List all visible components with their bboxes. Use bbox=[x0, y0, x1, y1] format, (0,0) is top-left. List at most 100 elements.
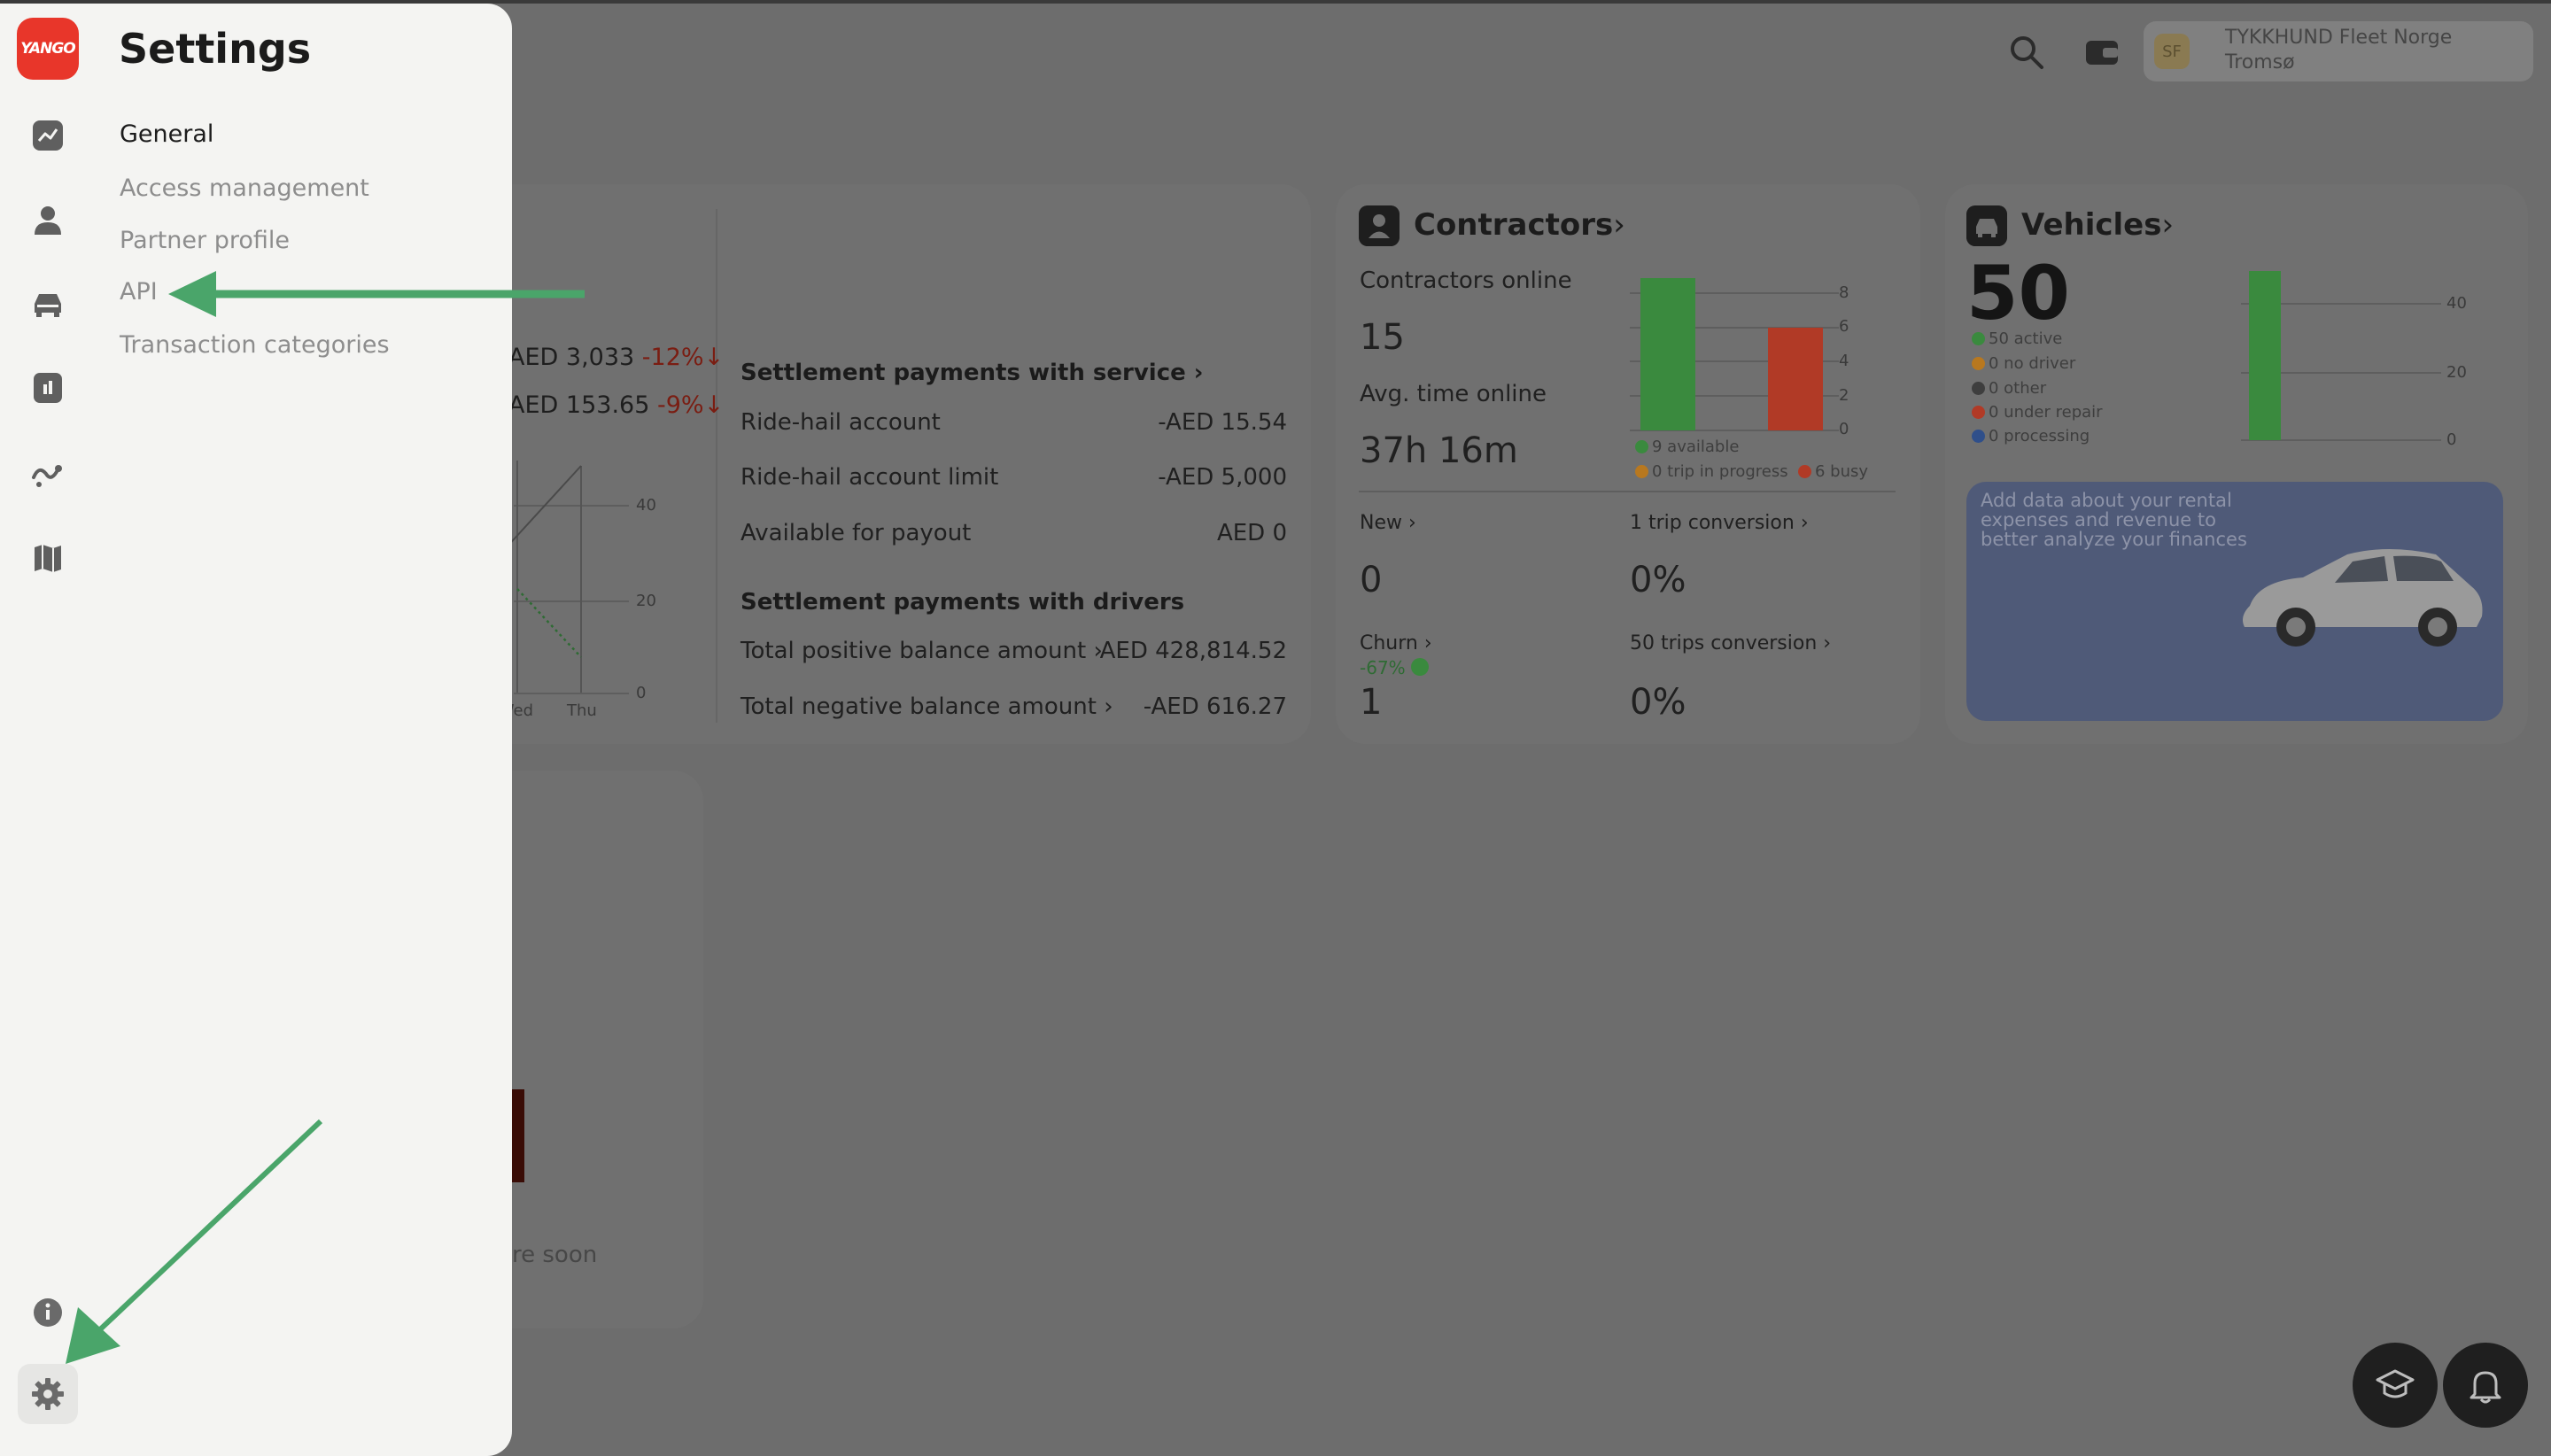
ride-hail-limit-value: -AED 5,000 bbox=[1158, 464, 1287, 491]
summary-card bbox=[443, 184, 1311, 744]
page-title: Settings bbox=[119, 25, 312, 73]
info-icon[interactable] bbox=[30, 1295, 66, 1330]
chevron-right-icon: › bbox=[1408, 512, 1416, 534]
negative-balance-link[interactable]: Total negative balance amount › bbox=[740, 693, 1113, 720]
menu-item-transaction-categories[interactable]: Transaction categories bbox=[120, 331, 390, 359]
menu-item-general[interactable]: General bbox=[120, 120, 214, 148]
legend-processing: 0 processing bbox=[1972, 427, 2090, 445]
analytics-icon[interactable] bbox=[30, 118, 66, 153]
new-value: 0 bbox=[1360, 560, 1383, 600]
metric-2-value: AED 153.65 bbox=[508, 391, 650, 419]
coming-soon-text: re soon bbox=[512, 1242, 598, 1268]
status-dot bbox=[1972, 406, 1985, 419]
bar-active bbox=[2249, 271, 2281, 440]
learning-button[interactable] bbox=[2353, 1343, 2438, 1428]
avg-time-value: 37h 16m bbox=[1360, 430, 1518, 471]
settings-button[interactable] bbox=[18, 1364, 78, 1424]
y-tick: 40 bbox=[2446, 294, 2467, 313]
vehicles-title: Vehicles bbox=[2021, 207, 2162, 243]
churn-link[interactable]: Churn › bbox=[1360, 632, 1432, 654]
vehicles-total: 50 bbox=[1966, 250, 2070, 337]
bar-available bbox=[1640, 278, 1695, 430]
gridline bbox=[2241, 303, 2441, 305]
status-dot bbox=[1972, 332, 1985, 345]
gridline bbox=[1630, 327, 1839, 329]
account-switcher[interactable]: SF TYKKHUND Fleet Norge Tromsø bbox=[2144, 21, 2533, 81]
gridline bbox=[514, 693, 629, 694]
yango-logo[interactable]: YANGO bbox=[17, 18, 79, 80]
negative-balance-label: Total negative balance amount bbox=[740, 693, 1097, 720]
routes-icon[interactable] bbox=[30, 456, 66, 492]
y-tick: 6 bbox=[1839, 317, 1849, 336]
metric-1-value: AED 3,033 bbox=[508, 344, 635, 371]
legend-busy: 6 busy bbox=[1798, 462, 1868, 481]
vehicles-title-link[interactable]: Vehicles› bbox=[2021, 207, 2174, 243]
trip-conversion-link[interactable]: 1 trip conversion › bbox=[1630, 512, 1809, 534]
status-dot bbox=[1972, 357, 1985, 370]
bell-icon bbox=[2470, 1371, 2501, 1404]
gridline bbox=[1630, 395, 1839, 397]
annotation-arrow-settings bbox=[66, 1119, 323, 1364]
settlement-service-link[interactable]: Settlement payments with service › bbox=[740, 360, 1204, 386]
promo-text: Add data about your rental expenses and … bbox=[1981, 490, 2247, 550]
chevron-right-icon: › bbox=[1800, 512, 1809, 534]
metric-2-change: -9% bbox=[656, 391, 704, 419]
new-link[interactable]: New › bbox=[1360, 512, 1416, 534]
positive-balance-value: AED 428,814.52 bbox=[1099, 638, 1287, 664]
wallet-icon[interactable] bbox=[2082, 32, 2122, 73]
search-icon[interactable] bbox=[2006, 32, 2047, 73]
gridline bbox=[2241, 372, 2441, 374]
reports-icon[interactable] bbox=[30, 370, 66, 406]
y-tick: 0 bbox=[2446, 430, 2457, 449]
legend-trip: 0 trip in progress bbox=[1635, 462, 1788, 481]
x-tick: Wed bbox=[507, 701, 533, 720]
trip-conversion-value: 0% bbox=[1630, 560, 1686, 600]
annotation-arrow-api bbox=[168, 271, 585, 317]
y-tick: 4 bbox=[1839, 352, 1849, 370]
chevron-right-icon: › bbox=[1193, 360, 1204, 386]
menu-item-partner-profile[interactable]: Partner profile bbox=[120, 227, 290, 254]
contractors-title-link[interactable]: Contractors› bbox=[1414, 207, 1625, 243]
legend-repair: 0 under repair bbox=[1972, 403, 2103, 422]
map-icon[interactable] bbox=[30, 540, 66, 576]
positive-balance-label: Total positive balance amount bbox=[740, 638, 1087, 664]
ride-hail-limit-label: Ride-hail account limit bbox=[740, 464, 999, 491]
legend-active: 50 active bbox=[1972, 329, 2062, 348]
rental-promo-banner[interactable]: Add data about your rental expenses and … bbox=[1966, 482, 2503, 721]
fifty-trips-link[interactable]: 50 trips conversion › bbox=[1630, 632, 1832, 654]
gridline bbox=[1630, 430, 1839, 431]
contractors-title: Contractors bbox=[1414, 207, 1614, 243]
metric-1-change: -12% bbox=[641, 344, 704, 371]
chevron-right-icon: › bbox=[1423, 632, 1432, 654]
available-payout-label: Available for payout bbox=[740, 520, 972, 546]
notifications-button[interactable] bbox=[2443, 1343, 2528, 1428]
chevron-right-icon: › bbox=[2161, 207, 2175, 243]
avg-time-label: Avg. time online bbox=[1360, 381, 1547, 407]
divider bbox=[1359, 491, 1896, 492]
settlement-service-title: Settlement payments with service bbox=[740, 360, 1186, 386]
settlement-drivers-title: Settlement payments with drivers bbox=[740, 589, 1185, 616]
graduation-cap-icon bbox=[2376, 1369, 2415, 1398]
chevron-right-icon: › bbox=[1093, 638, 1103, 664]
settings-panel bbox=[0, 4, 512, 1456]
churn-change: -67% bbox=[1360, 657, 1432, 678]
menu-item-api[interactable]: API bbox=[120, 278, 158, 306]
card-divider bbox=[716, 209, 717, 723]
positive-balance-link[interactable]: Total positive balance amount › bbox=[740, 638, 1103, 664]
down-arrow-icon: ↓ bbox=[703, 344, 725, 371]
gridline bbox=[514, 505, 629, 507]
churn-value: 1 bbox=[1360, 682, 1383, 723]
car-icon bbox=[1966, 205, 2007, 246]
person-icon bbox=[1359, 205, 1400, 246]
metric-2: AED 153.65 -9%↓ bbox=[508, 391, 724, 419]
menu-item-access-management[interactable]: Access management bbox=[120, 174, 369, 202]
car-icon[interactable] bbox=[30, 286, 66, 321]
status-dot bbox=[1972, 382, 1985, 395]
chevron-right-icon: › bbox=[1823, 632, 1832, 654]
y-tick: 40 bbox=[636, 496, 656, 515]
gridline bbox=[1630, 292, 1839, 294]
available-payout-value: AED 0 bbox=[1216, 520, 1287, 546]
person-icon[interactable] bbox=[30, 202, 66, 237]
gear-icon bbox=[32, 1378, 64, 1410]
contractors-card bbox=[1336, 184, 1920, 744]
